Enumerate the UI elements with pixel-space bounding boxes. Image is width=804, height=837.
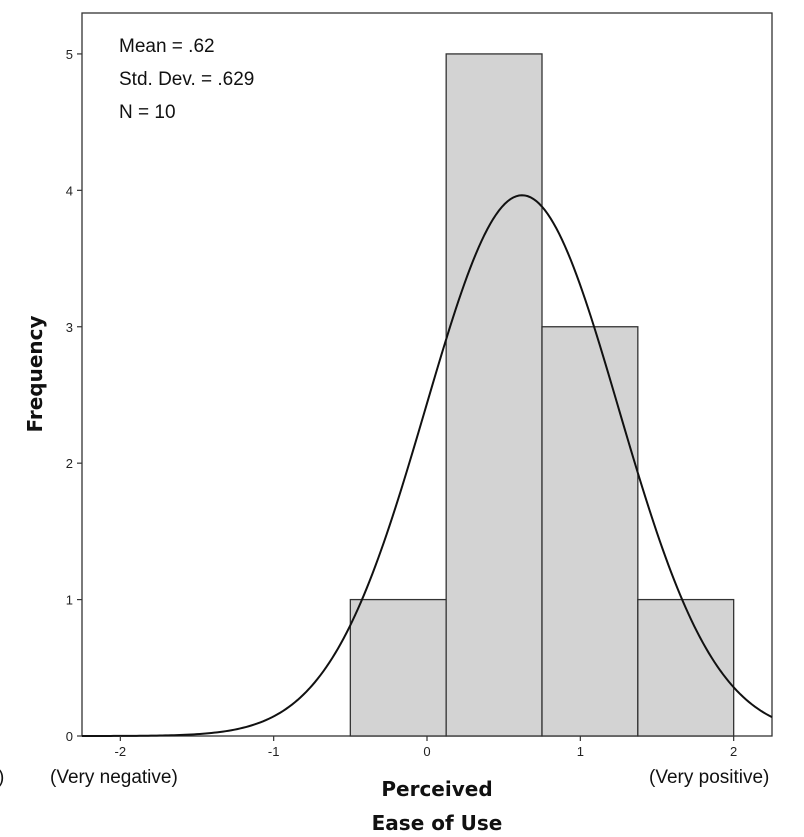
clipped-left-text: ) xyxy=(0,767,4,788)
normal-curve xyxy=(82,194,773,737)
x-axis: -2 -1 0 1 2 xyxy=(115,736,737,759)
x-tick-label--1: -1 xyxy=(268,744,280,759)
stats-box: Mean = .62 Std. Dev. = .629 N = 10 xyxy=(119,36,254,123)
y-tick-label-5: 5 xyxy=(66,47,73,62)
y-tick-label-3: 3 xyxy=(66,320,73,335)
y-axis-title: Frequency xyxy=(23,315,47,432)
x-tick-label-0: 0 xyxy=(423,744,430,759)
x-end-label-right: (Very positive) xyxy=(649,767,769,788)
histogram-bar-1 xyxy=(349,598,447,737)
x-tick-label--2: -2 xyxy=(115,744,127,759)
histogram-bar-3 xyxy=(541,326,639,737)
stats-mean: Mean = .62 xyxy=(119,36,215,57)
y-axis: 0 1 2 3 4 5 xyxy=(66,47,82,744)
y-tick-label-2: 2 xyxy=(66,456,73,471)
x-end-label-left: (Very negative) xyxy=(50,767,178,788)
stats-n: N = 10 xyxy=(119,102,176,123)
y-tick-label-4: 4 xyxy=(66,183,73,198)
x-axis-title-line-2: Ease of Use xyxy=(372,811,503,835)
x-tick-label-2: 2 xyxy=(730,744,737,759)
x-tick-label-1: 1 xyxy=(577,744,584,759)
x-axis-title-line-1: Perceived xyxy=(381,777,492,801)
y-tick-label-0: 0 xyxy=(66,729,73,744)
y-tick-label-1: 1 xyxy=(66,593,73,608)
normal-curve-line xyxy=(82,194,773,737)
histogram-bars xyxy=(349,53,735,737)
histogram-bar-2 xyxy=(445,53,543,737)
stats-std-dev: Std. Dev. = .629 xyxy=(119,69,254,90)
